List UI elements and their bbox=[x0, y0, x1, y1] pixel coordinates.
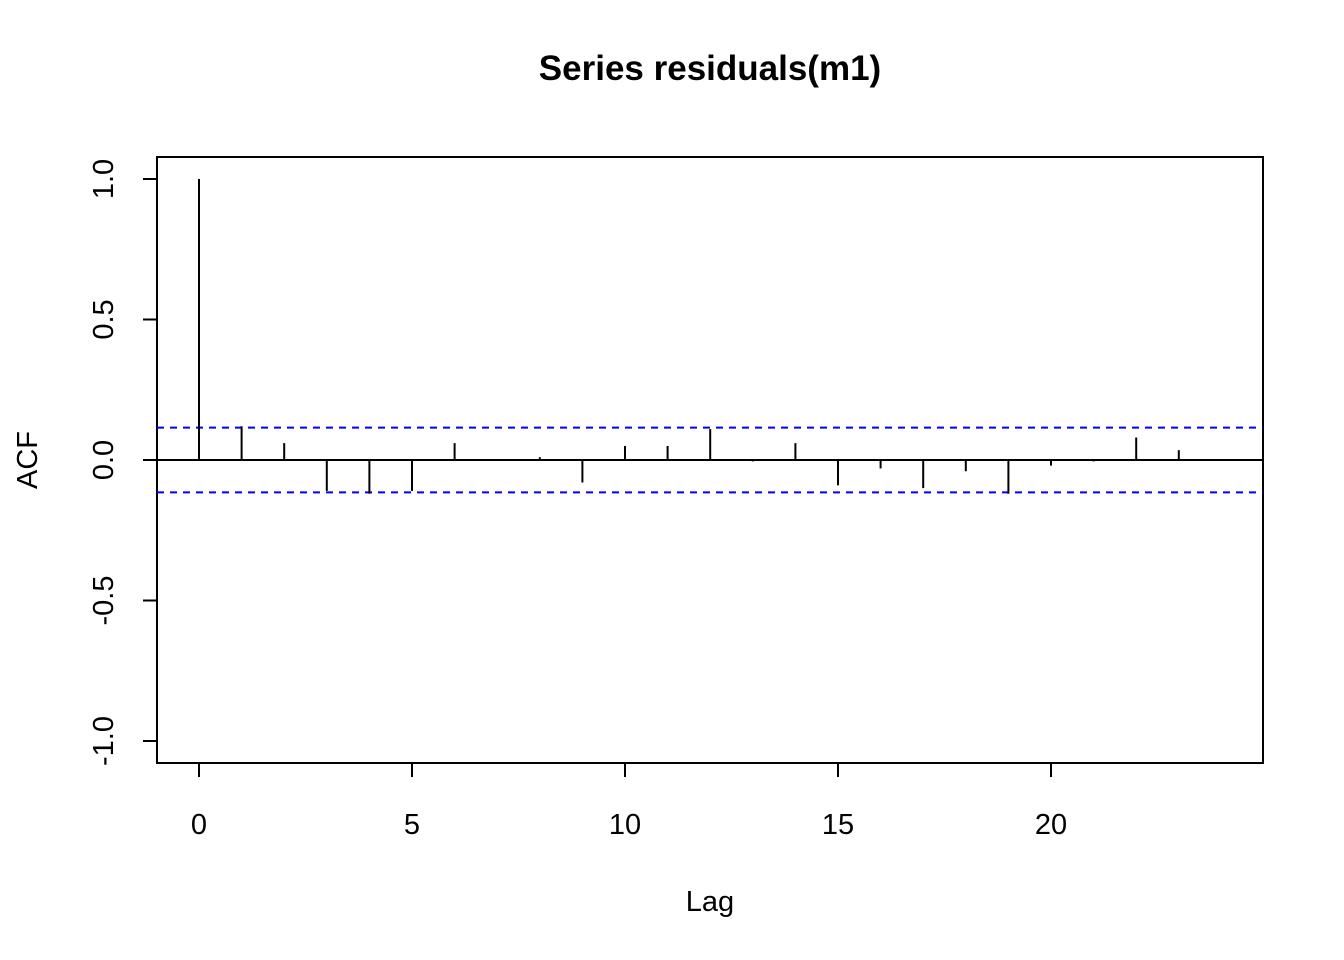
y-tick-label: 1.0 bbox=[88, 159, 120, 199]
y-tick-label: -0.5 bbox=[88, 576, 120, 626]
x-axis: 0 5 10 15 20 bbox=[191, 762, 1067, 841]
y-tick-label: 0.0 bbox=[88, 440, 120, 480]
y-axis-label: ACF bbox=[12, 431, 44, 489]
y-tick-label: -1.0 bbox=[88, 716, 120, 766]
x-tick-label: 15 bbox=[822, 809, 854, 841]
x-tick-label: 5 bbox=[404, 809, 420, 841]
y-tick-label: 0.5 bbox=[88, 299, 120, 339]
x-tick-label: 20 bbox=[1035, 809, 1067, 841]
x-tick-label: 0 bbox=[191, 809, 207, 841]
x-axis-label: Lag bbox=[686, 886, 734, 918]
chart-title: Series residuals(m1) bbox=[539, 49, 881, 88]
x-tick-label: 10 bbox=[609, 809, 641, 841]
y-axis: -1.0 -0.5 0.0 0.5 1.0 bbox=[88, 159, 158, 766]
acf-bars bbox=[198, 179, 1180, 494]
